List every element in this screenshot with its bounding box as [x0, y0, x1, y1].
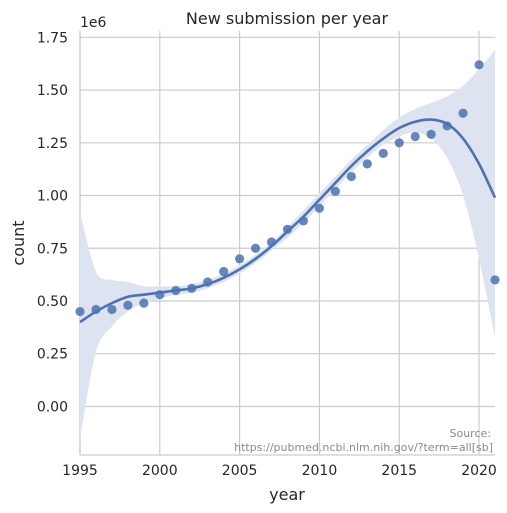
x-tick-label: 1995: [62, 463, 98, 479]
y-tick-label: 1.25: [37, 136, 68, 152]
data-point: [314, 203, 325, 213]
data-point: [474, 60, 484, 70]
data-point: [155, 290, 165, 300]
confidence-band: [80, 49, 495, 439]
data-point: [410, 131, 420, 142]
data-point: [346, 171, 356, 182]
x-tick-labels: 1995 2000 2005 2010 2015 2020: [62, 463, 497, 479]
chart-title: New submission per year: [186, 9, 389, 28]
x-tick-label: 2010: [302, 463, 338, 479]
x-tick-label: 2005: [222, 463, 258, 479]
y-axis-label: count: [9, 220, 28, 265]
y-tick-label: 1.50: [37, 83, 68, 99]
data-point: [187, 283, 197, 293]
data-point: [75, 306, 85, 317]
data-point: [490, 275, 500, 285]
y-tick-label: 0.50: [37, 294, 68, 310]
data-point: [139, 298, 149, 308]
data-point: [235, 254, 245, 264]
x-tick-label: 2000: [142, 463, 178, 479]
data-point: [171, 285, 181, 296]
data-points: [75, 60, 500, 317]
data-point: [282, 224, 293, 234]
y-tick-label: 1.75: [37, 30, 68, 46]
x-tick-label: 2015: [381, 463, 417, 479]
data-point: [442, 121, 452, 131]
data-point: [394, 138, 404, 148]
data-point: [123, 300, 133, 310]
x-axis-label: year: [269, 485, 305, 504]
data-point: [458, 108, 468, 118]
data-point: [330, 186, 340, 196]
data-point: [203, 277, 213, 287]
data-point: [91, 304, 101, 315]
data-point: [298, 216, 309, 226]
y-tick-label: 0.25: [37, 347, 68, 363]
source-annotation-line-1: Source:: [450, 427, 492, 440]
data-point: [362, 159, 372, 169]
data-point: [219, 266, 229, 277]
data-point: [378, 148, 388, 158]
y-tick-labels: 0.00 0.25 0.50 0.75 1.00 1.25 1.50 1.75: [37, 30, 68, 415]
axis-spines: [79, 31, 495, 456]
x-tick-label: 2020: [461, 463, 497, 479]
data-point: [107, 304, 117, 315]
data-point: [266, 237, 277, 247]
grid-lines: [79, 31, 495, 455]
y-tick-label: 0.75: [37, 241, 68, 257]
y-offset-label: 1e6: [80, 15, 107, 31]
data-point: [426, 129, 436, 139]
y-tick-label: 1.00: [37, 189, 68, 205]
y-tick-label: 0.00: [37, 399, 68, 415]
data-point: [250, 243, 261, 253]
source-annotation-line-2: https://pubmed.ncbi.nlm.nih.gov/?term=al…: [234, 441, 493, 454]
